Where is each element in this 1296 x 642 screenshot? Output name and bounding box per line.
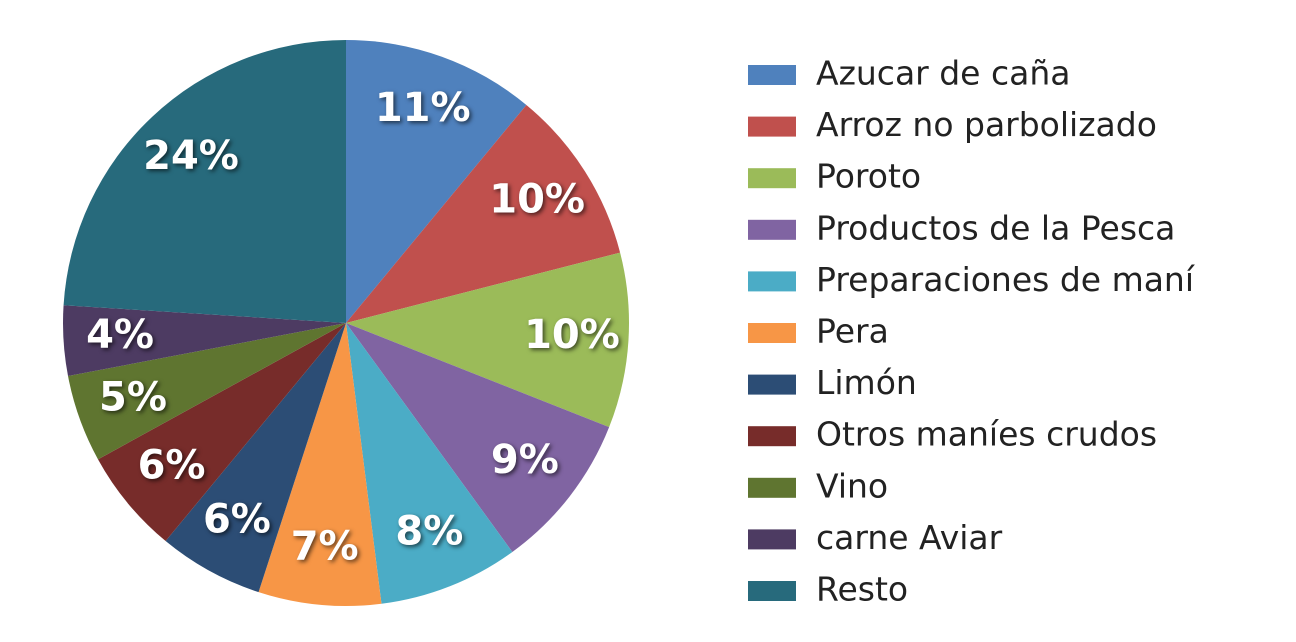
- legend-label: Pera: [816, 312, 889, 351]
- legend-label: Preparaciones de maní: [816, 260, 1196, 299]
- data-label: 5%: [99, 375, 167, 421]
- data-label: 6%: [203, 496, 271, 542]
- legend-swatch: [748, 581, 796, 601]
- data-label: 7%: [291, 523, 359, 569]
- pie-slice: [258, 323, 382, 606]
- legend-swatch: [748, 426, 796, 447]
- legend-swatch: [748, 271, 796, 292]
- pie-slice: [63, 305, 347, 377]
- legend-swatch: [748, 219, 796, 240]
- legend-swatch: [748, 374, 796, 395]
- legend-label: Resto: [816, 570, 908, 609]
- pie-slice: [63, 40, 346, 323]
- pie-slice: [68, 323, 347, 460]
- pie-slice: [346, 323, 513, 604]
- pie-slice: [346, 104, 621, 323]
- data-label: 9%: [491, 437, 559, 483]
- legend-label: Otros maníes crudos: [816, 415, 1157, 454]
- legend-swatch: [748, 116, 796, 137]
- legend-label: Limón: [816, 363, 917, 402]
- legend-swatch: [748, 65, 796, 85]
- pie-slice: [165, 323, 346, 593]
- legend-label: Azucar de caña: [816, 54, 1070, 93]
- legend-label: Poroto: [816, 157, 921, 196]
- pie-slice: [346, 40, 527, 323]
- data-label: 10%: [489, 177, 585, 223]
- data-label: 24%: [143, 133, 239, 179]
- legend-swatch: [748, 529, 796, 550]
- data-label: 4%: [86, 312, 154, 358]
- pie-slice: [346, 323, 610, 552]
- legend-swatch: [748, 323, 796, 343]
- data-label: 10%: [524, 312, 620, 358]
- legend-label: Productos de la Pesca: [816, 208, 1175, 247]
- legend-label: carne Aviar: [816, 518, 1003, 557]
- legend-label: Vino: [816, 466, 888, 505]
- data-label: 6%: [138, 442, 206, 488]
- legend-swatch: [748, 168, 796, 189]
- data-label: 8%: [395, 509, 463, 555]
- pie-slice: [98, 323, 346, 542]
- data-label: 11%: [375, 85, 471, 131]
- legend-label: Arroz no parbolizado: [816, 105, 1157, 144]
- legend-swatch: [748, 477, 796, 498]
- pie-slice: [346, 252, 629, 428]
